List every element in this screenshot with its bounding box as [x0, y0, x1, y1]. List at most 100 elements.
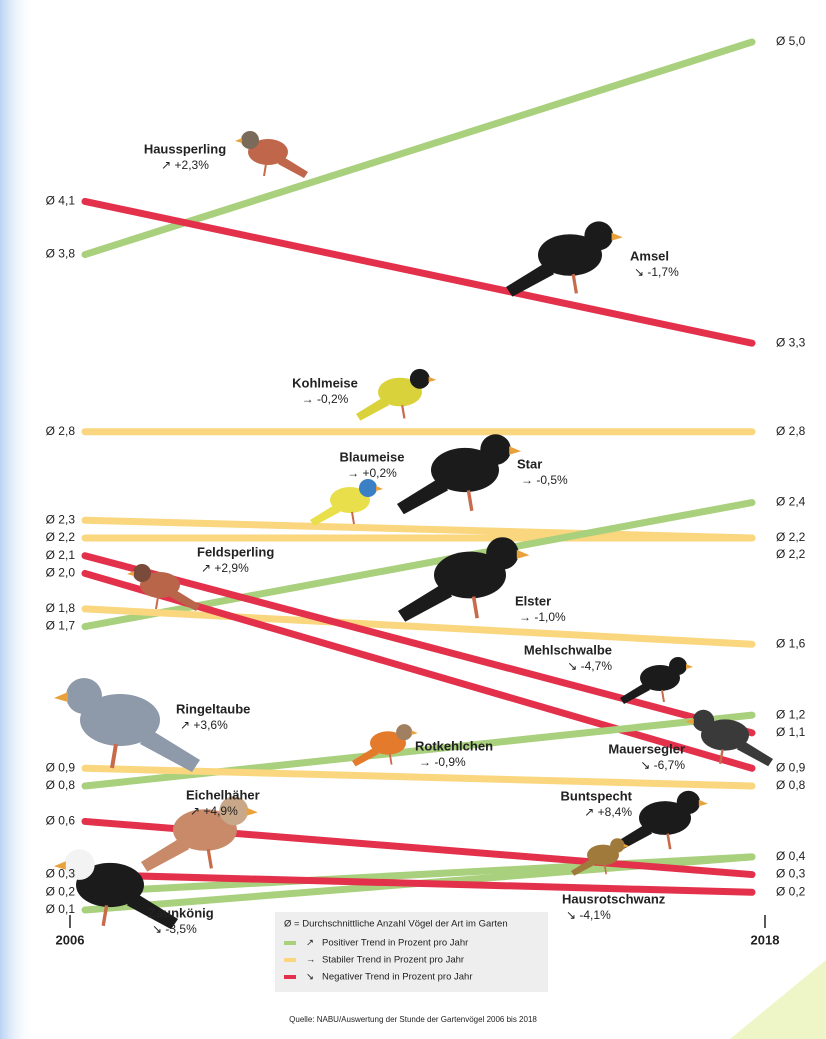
bird-head: [669, 657, 687, 675]
trend-line: [81, 605, 756, 648]
corner-decoration: [730, 960, 826, 1039]
bird-beak: [686, 664, 693, 669]
species-trend: ↘ -6,7%: [640, 758, 685, 772]
bird-beak: [698, 799, 708, 807]
left-value-label: Ø 2,8: [46, 424, 76, 438]
species-trend: ↗ +2,3%: [161, 158, 209, 172]
bird-beak: [685, 718, 694, 725]
trend-line: [81, 197, 756, 347]
right-value-label: Ø 1,1: [776, 725, 806, 739]
trend-line: [81, 38, 756, 259]
species-name: Amsel: [630, 248, 669, 263]
bird-tail: [278, 156, 308, 178]
left-value-label: Ø 0,1: [46, 902, 76, 916]
legend-note: Ø = Durchschnittliche Anzahl Vögel der A…: [284, 919, 508, 930]
right-value-label: Ø 1,2: [776, 707, 806, 721]
bird-illustration: [506, 221, 623, 297]
bird-illustration: [352, 724, 418, 767]
right-value-label: Ø 3,3: [776, 335, 806, 349]
bird-tail: [506, 261, 554, 297]
bird-leg: [263, 163, 267, 177]
bird-illustration: [571, 838, 630, 876]
species-name: Hausrotschwanz: [562, 891, 666, 906]
bird-leg: [206, 848, 213, 869]
species-name: Mauersegler: [608, 741, 685, 756]
left-value-label: Ø 0,6: [46, 814, 76, 828]
species-name: Blaumeise: [339, 449, 404, 464]
bird-tail: [737, 739, 773, 767]
bird-head: [486, 537, 519, 570]
left-value-label: Ø 1,8: [46, 601, 76, 615]
bird-head: [409, 368, 430, 389]
bird-beak: [127, 571, 134, 576]
bird-body: [640, 665, 680, 691]
bird-illustration: [397, 434, 522, 515]
bird-beak: [428, 376, 437, 383]
bird-illustration: [620, 657, 693, 704]
bird-illustration: [141, 796, 258, 872]
bird-tail: [127, 891, 178, 930]
trend-line: [81, 516, 756, 542]
bird-body: [639, 801, 691, 835]
bird-beak: [611, 232, 623, 241]
bird-head: [396, 724, 413, 741]
bird-tail: [571, 858, 595, 876]
bird-body: [587, 844, 619, 866]
left-value-label: Ø 0,9: [46, 760, 76, 774]
left-value-label: Ø 3,8: [46, 247, 76, 261]
right-value-label: Ø 0,8: [776, 778, 806, 792]
left-value-label: Ø 4,1: [46, 194, 76, 208]
bird-leg: [666, 833, 672, 850]
bird-leg: [571, 273, 578, 294]
species-name: Ringeltaube: [176, 701, 250, 716]
bird-leg: [661, 689, 665, 703]
legend-box: [275, 912, 548, 992]
bird-body: [140, 572, 180, 598]
species-trend: ↗ +3,6%: [180, 718, 228, 732]
bird-beak: [509, 446, 522, 455]
bird-illustration: [310, 479, 383, 526]
bird-beak: [376, 486, 383, 491]
bird-body: [378, 377, 422, 407]
bird-illustration: [685, 709, 773, 767]
trend-line: [81, 764, 756, 790]
right-value-label: Ø 2,2: [776, 530, 806, 544]
bird-leg: [388, 753, 393, 765]
bird-leg: [719, 749, 724, 764]
species-trend: ↘ -4,7%: [567, 659, 612, 673]
bird-head: [359, 479, 377, 497]
bird-illustration: [127, 564, 200, 611]
bird-head: [219, 796, 249, 826]
right-value-label: Ø 2,4: [776, 495, 806, 509]
bird-beak: [54, 692, 68, 702]
bird-head: [584, 221, 614, 251]
bird-tail: [310, 504, 340, 526]
species-name: Eichelhäher: [186, 787, 260, 802]
legend-symbol: ↘: [306, 972, 314, 983]
bird-body: [173, 809, 237, 851]
source: Quelle: NABU/Auswertung der Stunde der G…: [289, 1015, 537, 1024]
bird-body: [76, 862, 144, 908]
x-tick-label: 2006: [56, 932, 85, 947]
bird-illustration: [54, 678, 200, 772]
bird-illustration: [235, 131, 308, 178]
species-trend: ↘ -1,7%: [634, 265, 679, 279]
species-trend: → +0,2%: [347, 466, 397, 480]
bird-tail: [398, 582, 452, 622]
bird-head: [241, 131, 259, 149]
bird-tail: [140, 728, 200, 772]
trend-line: [81, 552, 756, 737]
edge-decoration: [0, 0, 34, 1039]
bird-tail: [620, 682, 650, 704]
species-name: Rotkehlchen: [415, 738, 493, 753]
species-trend: ↗ +8,4%: [584, 805, 632, 819]
right-value-label: Ø 5,0: [776, 34, 806, 48]
species-name: Zaunkönig: [148, 905, 214, 920]
left-value-label: Ø 1,7: [46, 619, 76, 633]
right-value-label: Ø 0,2: [776, 884, 806, 898]
species-trend: ↗ +4,9%: [190, 804, 238, 818]
legend-label: Negativer Trend in Prozent pro Jahr: [322, 972, 473, 983]
bird-head: [64, 849, 95, 880]
legend-symbol: →: [306, 955, 316, 966]
species-name: Kohlmeise: [292, 375, 358, 390]
